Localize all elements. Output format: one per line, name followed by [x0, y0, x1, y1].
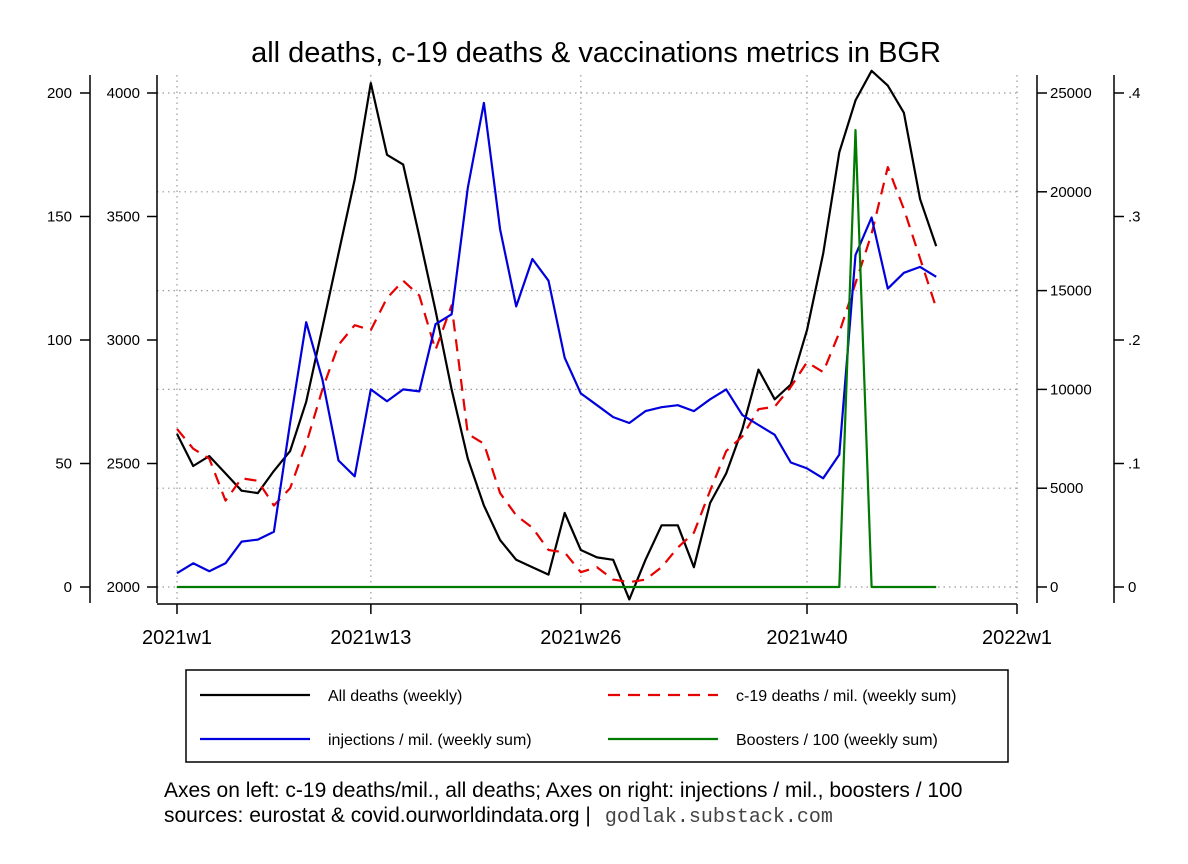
left-outer-axis-tick-label: 200 [47, 85, 72, 102]
right-outer-axis-tick-label: .2 [1128, 332, 1141, 349]
legend-label-4: Boosters / 100 (weekly sum) [736, 732, 938, 749]
legend-label-1: All deaths (weekly) [328, 688, 462, 705]
site-text: godlak.substack.com [604, 806, 833, 829]
legend: All deaths (weekly) c-19 deaths / mil. (w… [185, 669, 1009, 763]
legend-box [185, 669, 1009, 763]
x-axis-tick-label: 2021w1 [142, 627, 212, 649]
right-inner-axis-tick-label: 15000 [1050, 283, 1092, 300]
chart: all deaths, c-19 deaths & vaccinations m… [47, 37, 1141, 763]
left-inner-axis-tick-label: 2500 [107, 456, 140, 473]
right-outer-axis-tick-label: .3 [1128, 209, 1141, 226]
x-axis-tick-label: 2022w1 [982, 627, 1052, 649]
right-outer-axis-tick-label: .1 [1128, 456, 1141, 473]
series-line-4 [177, 129, 937, 589]
left-inner-axis-tick-label: 4000 [107, 85, 140, 102]
series-line-2 [176, 166, 938, 584]
left-outer-axis-tick-label: 50 [55, 456, 72, 473]
sources-note: sources: eurostat & covid.ourworldindata… [164, 804, 833, 829]
series-lines [176, 69, 938, 601]
right-inner-axis-tick-label: 10000 [1050, 381, 1092, 398]
chart-title: all deaths, c-19 deaths & vaccinations m… [251, 37, 941, 69]
axes-note: Axes on left: c-19 deaths/mil., all deat… [164, 779, 963, 802]
right-outer-axis-tick-label: 0 [1128, 579, 1136, 596]
left-inner-axis-tick-label: 3000 [107, 332, 140, 349]
left-outer-axis-tick-label: 100 [47, 332, 72, 349]
right-inner-axis-tick-label: 5000 [1050, 480, 1083, 497]
x-axis-tick-label: 2021w40 [766, 627, 847, 649]
series-line-1 [176, 69, 938, 601]
sources-text: sources: eurostat & covid.ourworldindata… [164, 804, 591, 827]
x-axis-tick-label: 2021w26 [540, 627, 621, 649]
axes: 0 50 100 150 200 2000 2500 3000 3500 4000 0 5000 100… [47, 75, 1141, 649]
x-axis-tick-label: 2021w13 [330, 627, 411, 649]
left-inner-axis-tick-label: 3500 [107, 209, 140, 226]
gridlines [157, 75, 1018, 603]
legend-label-2: c-19 deaths / mil. (weekly sum) [736, 688, 957, 705]
right-inner-axis-tick-label: 25000 [1050, 85, 1092, 102]
series-line-3 [176, 101, 937, 575]
legend-label-3: injections / mil. (weekly sum) [328, 732, 532, 749]
right-inner-axis-tick-label: 0 [1050, 579, 1058, 596]
left-outer-axis-tick-label: 0 [64, 579, 72, 596]
right-outer-axis-tick-label: .4 [1128, 85, 1141, 102]
left-inner-axis-tick-label: 2000 [107, 579, 140, 596]
left-outer-axis-tick-label: 150 [47, 209, 72, 226]
right-inner-axis-tick-label: 20000 [1050, 184, 1092, 201]
